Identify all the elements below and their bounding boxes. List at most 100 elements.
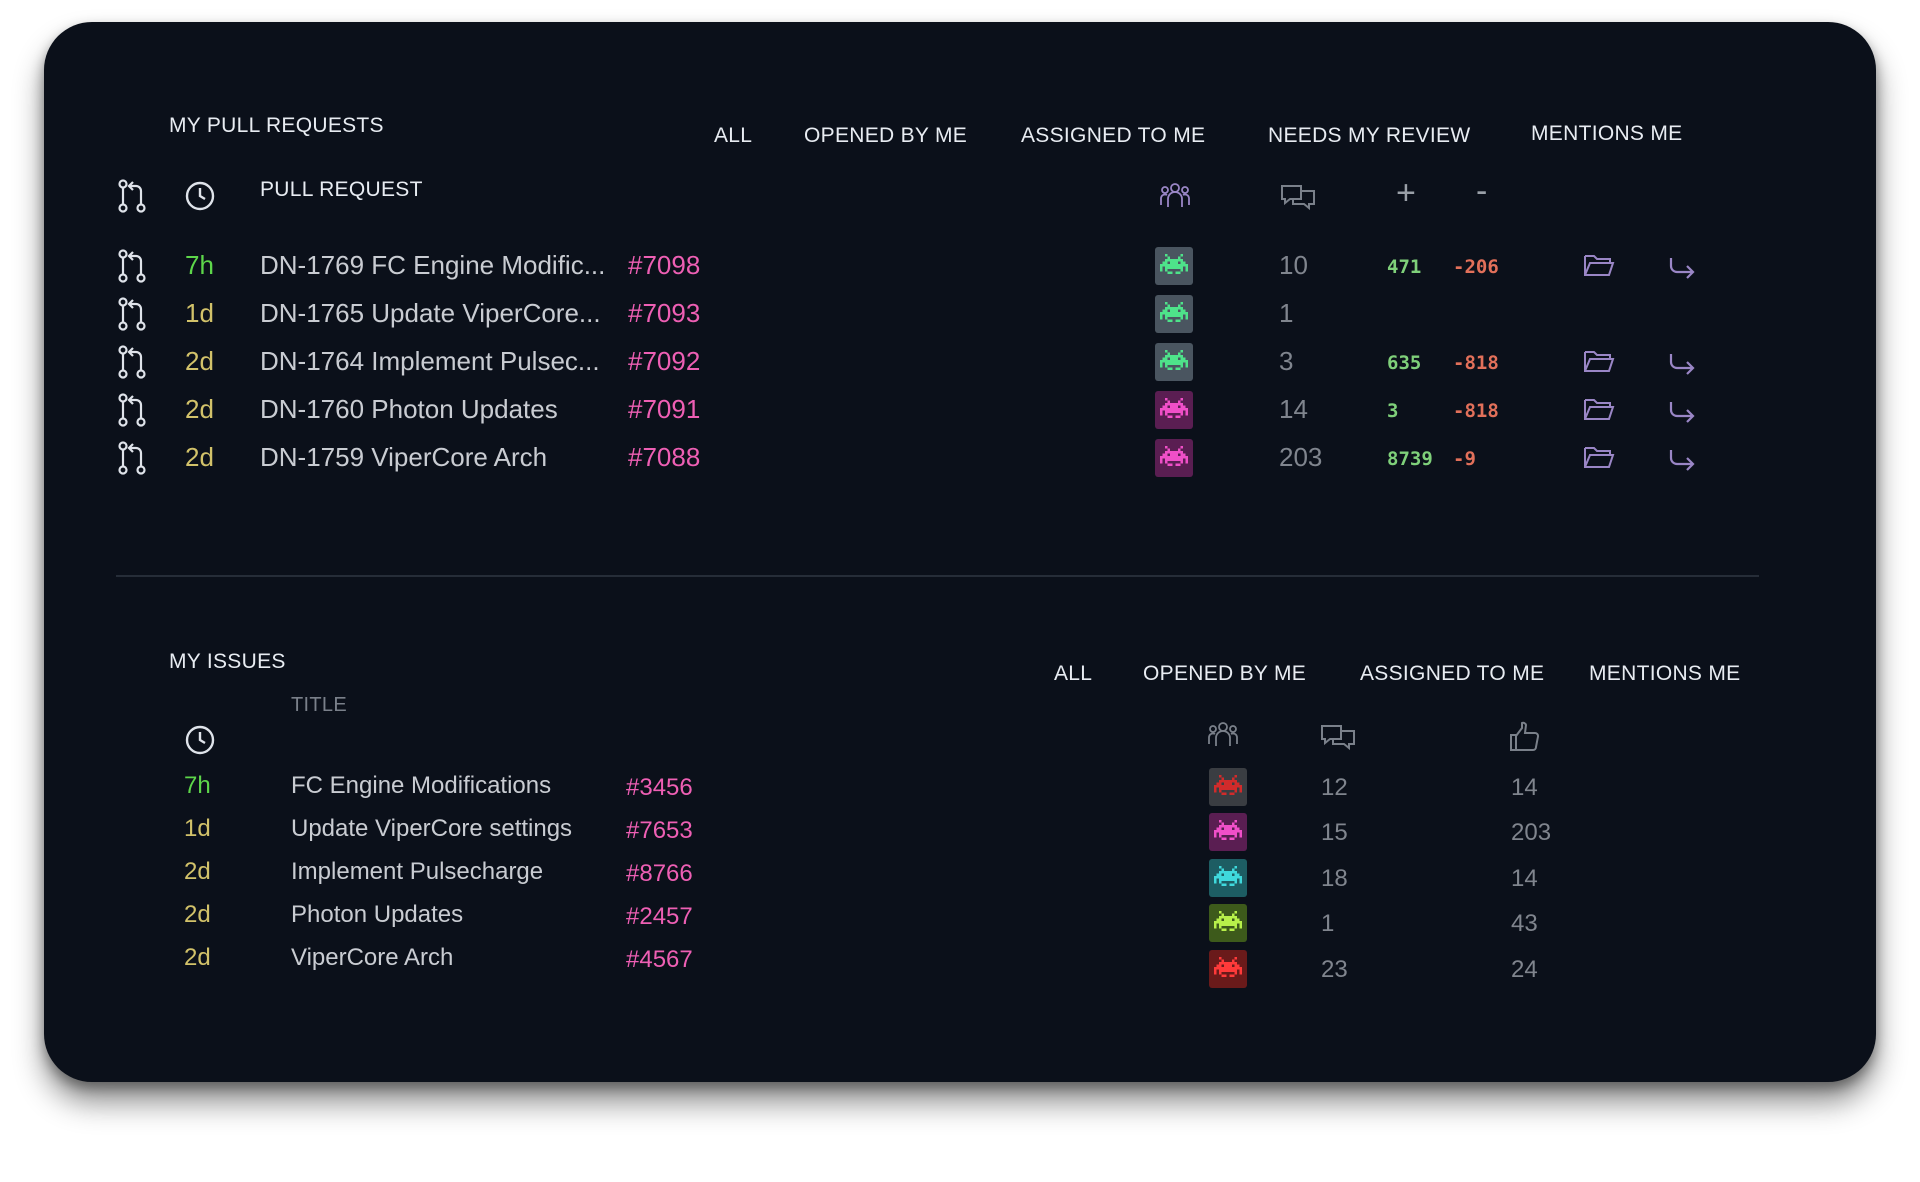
reply-arrow-icon[interactable] bbox=[1667, 446, 1697, 472]
pr-additions: 635 bbox=[1387, 352, 1422, 374]
space-invader-icon bbox=[1214, 774, 1242, 801]
deletions-header: - bbox=[1476, 172, 1488, 210]
pr-number-link[interactable]: #7092 bbox=[628, 346, 701, 376]
issue-age: 2d bbox=[184, 944, 211, 971]
issue-like-count: 43 bbox=[1511, 910, 1538, 937]
reviewer-avatar[interactable] bbox=[1155, 295, 1193, 333]
folder-open-icon[interactable] bbox=[1583, 252, 1615, 278]
pr-comment-count: 14 bbox=[1279, 394, 1308, 424]
issue-number-link[interactable]: #7653 bbox=[626, 817, 693, 844]
issues-column-header: TITLE bbox=[291, 694, 347, 716]
folder-open-icon[interactable] bbox=[1583, 444, 1615, 470]
git-pull-request-icon bbox=[116, 296, 148, 332]
pr-age: 2d bbox=[185, 442, 214, 472]
pr-additions: 8739 bbox=[1387, 448, 1433, 470]
git-pull-request-icon bbox=[116, 248, 148, 284]
space-invader-icon bbox=[1214, 865, 1242, 892]
comments-icon bbox=[1319, 722, 1357, 754]
pr-title[interactable]: DN-1764 Implement Pulsec... bbox=[260, 346, 600, 376]
pr-comment-count: 3 bbox=[1279, 346, 1294, 376]
pr-title[interactable]: DN-1765 Update ViperCore... bbox=[260, 298, 601, 328]
issue-comment-count: 15 bbox=[1321, 819, 1348, 846]
pr-filter-opened-by-me[interactable]: OPENED BY ME bbox=[804, 124, 968, 147]
space-invader-icon bbox=[1160, 301, 1188, 328]
pr-filter-needs-my-review[interactable]: NEEDS MY REVIEW bbox=[1268, 124, 1471, 147]
assignee-avatar[interactable] bbox=[1209, 904, 1247, 942]
issue-title[interactable]: ViperCore Arch bbox=[291, 944, 454, 971]
issue-number-link[interactable]: #8766 bbox=[626, 860, 693, 887]
assignee-avatar[interactable] bbox=[1209, 813, 1247, 851]
space-invader-icon bbox=[1160, 445, 1188, 472]
pull-requests-title: MY PULL REQUESTS bbox=[169, 114, 384, 137]
assignee-avatar[interactable] bbox=[1209, 768, 1247, 806]
pr-number-link[interactable]: #7098 bbox=[628, 250, 701, 280]
pr-comment-count: 1 bbox=[1279, 298, 1294, 328]
issue-title[interactable]: Update ViperCore settings bbox=[291, 815, 573, 842]
issue-title[interactable]: Implement Pulsecharge bbox=[291, 858, 544, 885]
reviewer-avatar[interactable] bbox=[1155, 439, 1193, 477]
reply-arrow-icon[interactable] bbox=[1667, 254, 1697, 280]
issue-comment-count: 12 bbox=[1321, 774, 1348, 801]
comments-icon bbox=[1279, 182, 1317, 214]
pr-age: 1d bbox=[185, 298, 214, 328]
issue-like-count: 203 bbox=[1511, 819, 1552, 846]
git-pull-request-icon bbox=[116, 178, 148, 214]
git-pull-request-icon bbox=[116, 392, 148, 428]
issue-age: 7h bbox=[184, 772, 211, 799]
pr-number-link[interactable]: #7091 bbox=[628, 394, 701, 424]
pr-filter-all[interactable]: ALL bbox=[714, 124, 753, 147]
folder-open-icon[interactable] bbox=[1583, 348, 1615, 374]
issue-title[interactable]: FC Engine Modifications bbox=[291, 772, 552, 799]
issues-filter-all[interactable]: ALL bbox=[1054, 662, 1093, 685]
issue-age: 2d bbox=[184, 858, 211, 885]
pr-age: 2d bbox=[185, 394, 214, 424]
folder-open-icon[interactable] bbox=[1583, 396, 1615, 422]
pr-number-link[interactable]: #7093 bbox=[628, 298, 701, 328]
section-divider bbox=[116, 575, 1759, 577]
pr-title[interactable]: DN-1759 ViperCore Arch bbox=[260, 442, 548, 472]
space-invader-icon bbox=[1160, 349, 1188, 376]
issues-filter-assigned-to-me[interactable]: ASSIGNED TO ME bbox=[1360, 662, 1545, 685]
pr-title[interactable]: DN-1769 FC Engine Modific... bbox=[260, 250, 606, 280]
assignee-avatar[interactable] bbox=[1209, 859, 1247, 897]
pr-column-header: PULL REQUEST bbox=[260, 178, 423, 201]
issue-comment-count: 23 bbox=[1321, 956, 1348, 983]
issue-number-link[interactable]: #4567 bbox=[626, 946, 693, 973]
reply-arrow-icon[interactable] bbox=[1667, 350, 1697, 376]
issue-like-count: 24 bbox=[1511, 956, 1538, 983]
issue-comment-count: 18 bbox=[1321, 865, 1348, 892]
pr-title[interactable]: DN-1760 Photon Updates bbox=[260, 394, 558, 424]
reviewer-avatar[interactable] bbox=[1155, 391, 1193, 429]
reply-arrow-icon[interactable] bbox=[1667, 398, 1697, 424]
pr-additions: 3 bbox=[1387, 400, 1399, 422]
issue-like-count: 14 bbox=[1511, 865, 1538, 892]
pr-deletions: -9 bbox=[1453, 448, 1476, 470]
git-pull-request-icon bbox=[116, 440, 148, 476]
issues-title: MY ISSUES bbox=[169, 650, 286, 673]
space-invader-icon bbox=[1214, 819, 1242, 846]
pr-number-link[interactable]: #7088 bbox=[628, 442, 701, 472]
space-invader-icon bbox=[1214, 956, 1242, 983]
reviewer-avatar[interactable] bbox=[1155, 343, 1193, 381]
pr-filter-assigned-to-me[interactable]: ASSIGNED TO ME bbox=[1021, 124, 1206, 147]
clock-icon bbox=[184, 180, 216, 212]
clock-icon bbox=[184, 724, 216, 756]
pr-comment-count: 203 bbox=[1279, 442, 1323, 472]
pr-filter-mentions-me[interactable]: MENTIONS ME bbox=[1531, 122, 1683, 145]
thumbs-up-icon bbox=[1507, 720, 1541, 754]
reviewer-avatar[interactable] bbox=[1155, 247, 1193, 285]
assignee-avatar[interactable] bbox=[1209, 950, 1247, 988]
git-pull-request-icon bbox=[116, 344, 148, 380]
assignees-icon bbox=[1207, 718, 1239, 750]
issue-title[interactable]: Photon Updates bbox=[291, 901, 464, 928]
issue-number-link[interactable]: #2457 bbox=[626, 903, 693, 930]
additions-header: + bbox=[1396, 174, 1416, 212]
issue-number-link[interactable]: #3456 bbox=[626, 774, 693, 801]
reviewers-icon bbox=[1159, 179, 1191, 211]
pr-age: 7h bbox=[185, 250, 214, 280]
issues-filter-opened-by-me[interactable]: OPENED BY ME bbox=[1143, 662, 1307, 685]
issue-age: 2d bbox=[184, 901, 211, 928]
pr-age: 2d bbox=[185, 346, 214, 376]
issues-filter-mentions-me[interactable]: MENTIONS ME bbox=[1589, 662, 1741, 685]
pr-deletions: -818 bbox=[1453, 352, 1499, 374]
